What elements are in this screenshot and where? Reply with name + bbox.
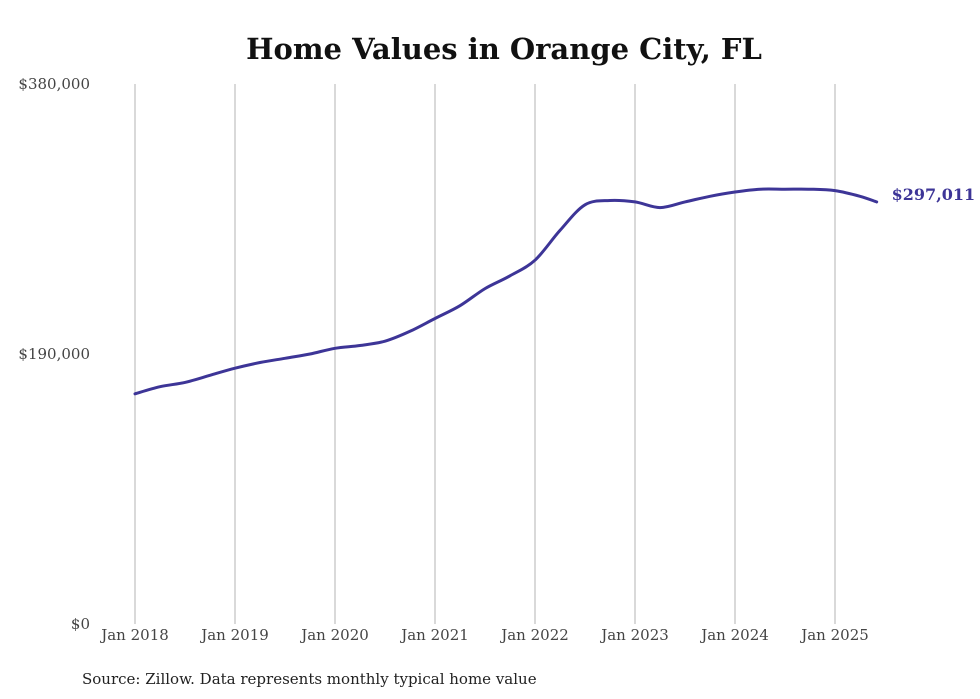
y-tick-label: $190,000 [18,345,90,363]
x-tick-label: Jan 2022 [499,626,569,644]
x-axis-ticks: Jan 2018 Jan 2019 Jan 2020 Jan 2021 Jan 2022… [99,626,869,644]
source-note: Source: Zillow. Data represents monthly … [82,670,537,688]
gridlines [134,84,836,624]
series-line [133,187,879,396]
x-tick-label: Jan 2024 [699,626,769,644]
y-axis-ticks: $0 $190,000 $380,000 [18,75,90,633]
x-tick-label: Jan 2025 [799,626,869,644]
x-tick-label: Jan 2018 [99,626,169,644]
x-tick-label: Jan 2020 [299,626,369,644]
x-tick-label: Jan 2019 [199,626,269,644]
end-value-label: $297,011 [892,185,976,204]
y-tick-label: $380,000 [18,75,90,93]
x-tick-label: Jan 2023 [599,626,669,644]
chart-title: Home Values in Orange City, FL [246,32,762,66]
y-tick-label: $0 [71,615,90,633]
x-tick-label: Jan 2021 [399,626,469,644]
